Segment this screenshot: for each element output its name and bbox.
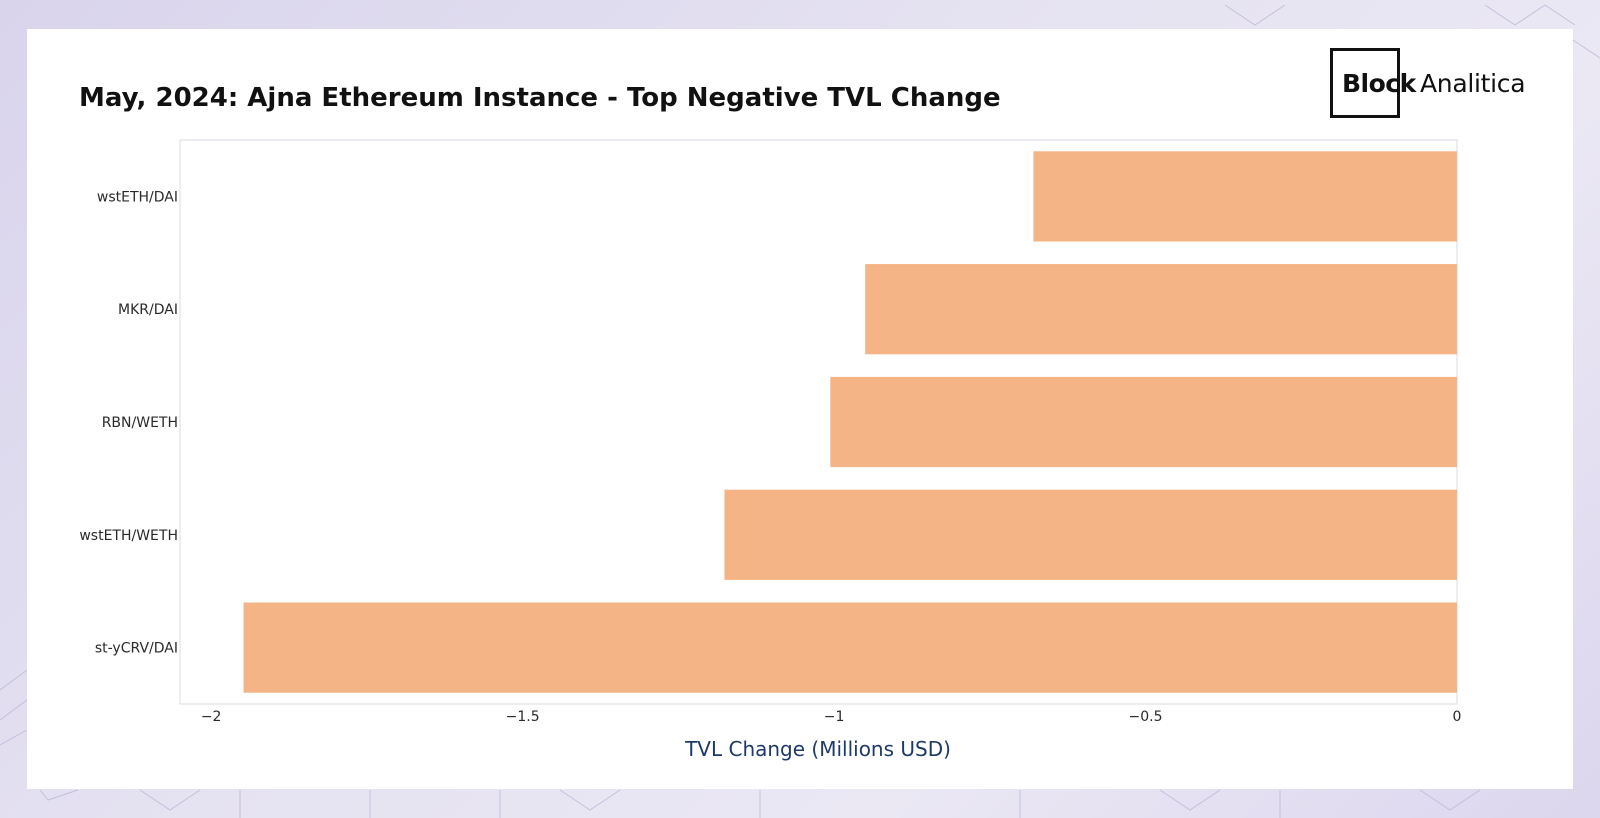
bar-rbn-weth xyxy=(830,376,1457,468)
x-axis-label: TVL Change (Millions USD) xyxy=(684,737,951,761)
x-tick-label: −1.5 xyxy=(506,709,540,725)
bar-mkr-dai xyxy=(865,264,1457,355)
y-tick-label: wstETH/WETH xyxy=(79,528,178,544)
x-tick-label: −1 xyxy=(824,709,845,725)
logo-box xyxy=(1330,48,1400,118)
x-tick-labels: −2 −1.5 −1 −0.5 0 xyxy=(201,709,1462,725)
y-tick-label: wstETH/DAI xyxy=(97,189,178,205)
y-tick-label: st-yCRV/DAI xyxy=(95,641,178,657)
y-tick-label: MKR/DAI xyxy=(118,302,178,318)
x-tick-label: −0.5 xyxy=(1129,709,1163,725)
x-tick-label: 0 xyxy=(1453,709,1462,725)
bar-wsteth-weth xyxy=(724,489,1457,580)
bar-st-ycrv-dai xyxy=(243,602,1457,693)
bar-wsteth-dai xyxy=(1033,151,1457,242)
chart-title: May, 2024: Ajna Ethereum Instance - Top … xyxy=(79,83,1001,113)
logo-text-light: Analitica xyxy=(1420,69,1526,98)
logo-text-bold: Block xyxy=(1342,69,1416,98)
y-tick-label: RBN/WETH xyxy=(102,415,178,431)
bars-layer xyxy=(243,151,1457,693)
x-tick-label: −2 xyxy=(201,709,222,725)
bar-chart: wstETH/DAI MKR/DAI RBN/WETH wstETH/WETH st-y… xyxy=(79,139,1462,761)
y-tick-labels: wstETH/DAI MKR/DAI RBN/WETH wstETH/WETH st-y… xyxy=(79,189,178,656)
chart-card: May, 2024: Ajna Ethereum Instance - Top … xyxy=(27,29,1573,789)
